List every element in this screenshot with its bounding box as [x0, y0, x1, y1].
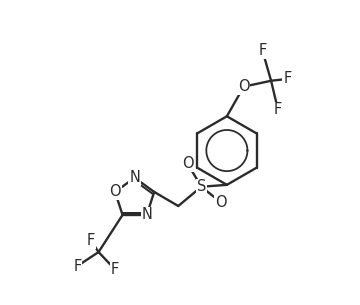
Text: N: N — [141, 207, 152, 222]
Text: O: O — [109, 185, 121, 199]
Text: F: F — [111, 262, 119, 277]
Text: O: O — [238, 79, 249, 94]
Text: O: O — [182, 156, 193, 171]
Text: F: F — [73, 259, 81, 274]
Text: F: F — [274, 102, 282, 117]
Text: N: N — [129, 170, 140, 185]
Text: O: O — [215, 195, 226, 210]
Text: F: F — [87, 233, 95, 248]
Text: F: F — [258, 43, 266, 58]
Text: F: F — [283, 71, 292, 86]
Text: S: S — [197, 179, 206, 194]
